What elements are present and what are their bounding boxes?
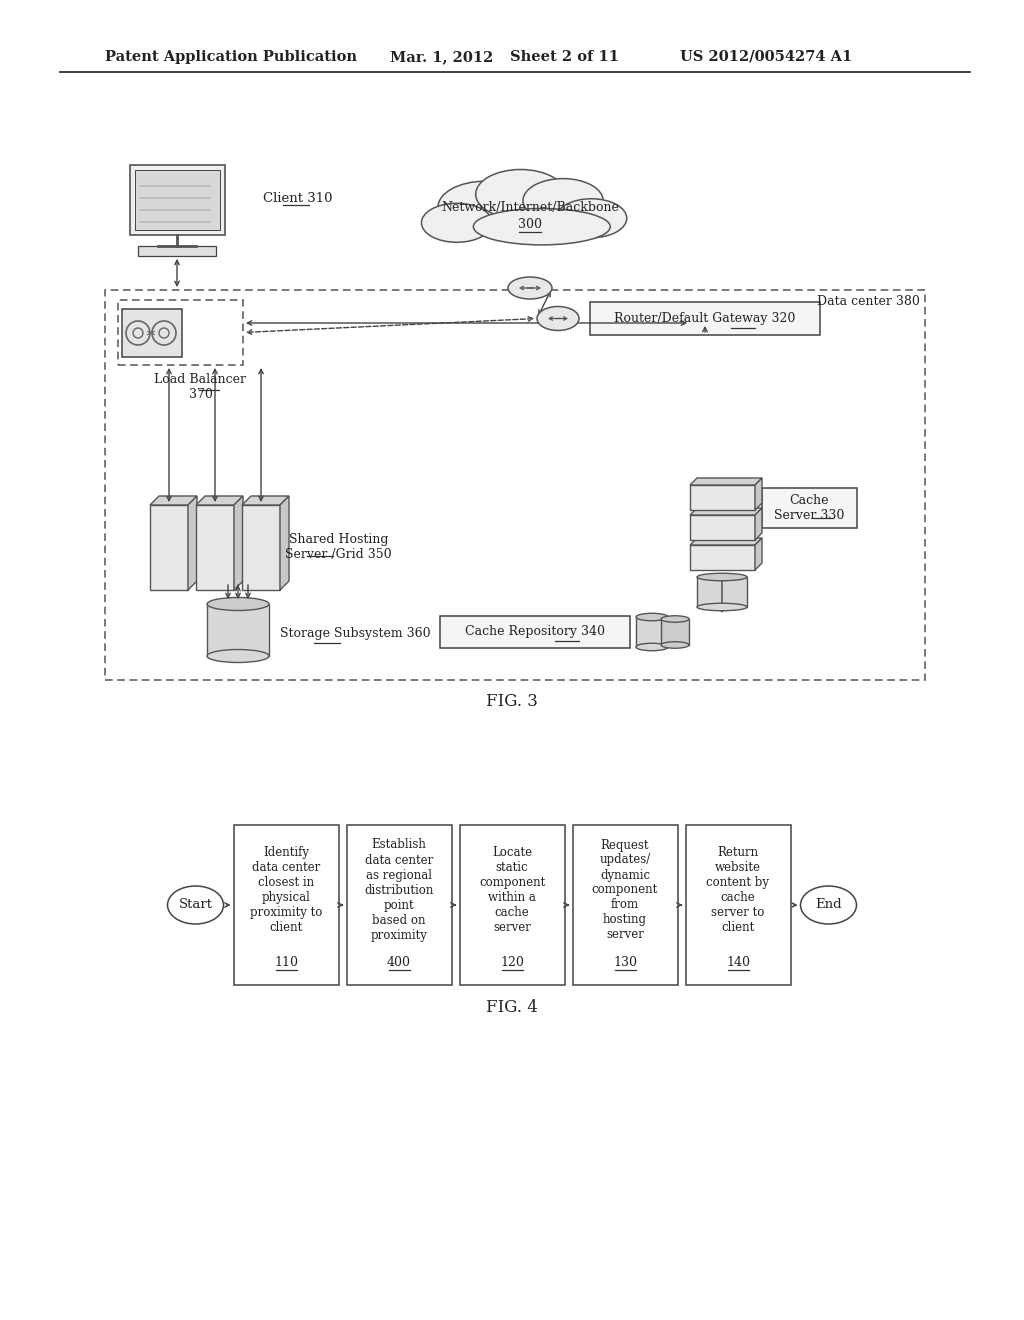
Text: Request
updates/
dynamic
component
from
hosting
server: Request updates/ dynamic component from … bbox=[592, 838, 658, 941]
Text: 400: 400 bbox=[387, 957, 411, 969]
Polygon shape bbox=[755, 508, 762, 540]
Ellipse shape bbox=[473, 209, 610, 246]
Polygon shape bbox=[234, 496, 243, 590]
Polygon shape bbox=[690, 478, 762, 484]
Ellipse shape bbox=[207, 598, 269, 610]
FancyBboxPatch shape bbox=[233, 825, 339, 985]
Text: Identify
data center
closest in
physical
proximity to
client: Identify data center closest in physical… bbox=[250, 846, 323, 935]
Polygon shape bbox=[690, 539, 762, 545]
FancyBboxPatch shape bbox=[460, 825, 564, 985]
Text: Network/Internet/Backbone: Network/Internet/Backbone bbox=[441, 201, 618, 214]
FancyBboxPatch shape bbox=[690, 484, 755, 510]
Text: Client 310: Client 310 bbox=[263, 191, 333, 205]
Text: FIG. 4: FIG. 4 bbox=[486, 998, 538, 1015]
FancyBboxPatch shape bbox=[196, 506, 234, 590]
FancyBboxPatch shape bbox=[762, 488, 857, 528]
Ellipse shape bbox=[801, 886, 856, 924]
Text: Start: Start bbox=[178, 899, 213, 912]
FancyBboxPatch shape bbox=[122, 309, 182, 356]
Text: Mar. 1, 2012: Mar. 1, 2012 bbox=[390, 50, 494, 63]
FancyBboxPatch shape bbox=[346, 825, 452, 985]
Ellipse shape bbox=[508, 277, 552, 300]
Ellipse shape bbox=[662, 642, 689, 648]
Ellipse shape bbox=[662, 615, 689, 622]
Text: Return
website
content by
cache
server to
client: Return website content by cache server t… bbox=[707, 846, 769, 935]
FancyBboxPatch shape bbox=[690, 545, 755, 570]
Ellipse shape bbox=[537, 306, 579, 330]
Text: Establish
data center
as regional
distribution
point
based on
proximity: Establish data center as regional distri… bbox=[365, 838, 434, 941]
Text: Data center 380: Data center 380 bbox=[817, 294, 920, 308]
Polygon shape bbox=[690, 508, 762, 515]
Text: 300: 300 bbox=[518, 219, 542, 231]
Ellipse shape bbox=[697, 603, 746, 611]
Text: 140: 140 bbox=[726, 957, 750, 969]
Text: Router/Default Gateway 320: Router/Default Gateway 320 bbox=[614, 312, 796, 325]
Text: 120: 120 bbox=[500, 957, 524, 969]
FancyBboxPatch shape bbox=[662, 619, 689, 645]
Text: Cache Repository 340: Cache Repository 340 bbox=[465, 626, 605, 639]
Text: Sheet 2 of 11: Sheet 2 of 11 bbox=[510, 50, 618, 63]
Ellipse shape bbox=[636, 643, 668, 651]
Text: US 2012/0054274 A1: US 2012/0054274 A1 bbox=[680, 50, 852, 63]
FancyBboxPatch shape bbox=[572, 825, 678, 985]
Text: 130: 130 bbox=[613, 957, 637, 969]
Ellipse shape bbox=[697, 573, 746, 581]
Ellipse shape bbox=[523, 178, 603, 223]
Text: FIG. 3: FIG. 3 bbox=[486, 693, 538, 710]
Ellipse shape bbox=[636, 614, 668, 620]
Text: Shared Hosting
Server /Grid 350: Shared Hosting Server /Grid 350 bbox=[285, 533, 391, 561]
FancyBboxPatch shape bbox=[135, 170, 220, 230]
FancyBboxPatch shape bbox=[207, 605, 269, 656]
Polygon shape bbox=[755, 539, 762, 570]
Text: Locate
static
component
within a
cache
server: Locate static component within a cache s… bbox=[479, 846, 545, 935]
Ellipse shape bbox=[422, 203, 493, 243]
Polygon shape bbox=[280, 496, 289, 590]
FancyBboxPatch shape bbox=[138, 246, 216, 256]
Text: Load Balancer
370: Load Balancer 370 bbox=[155, 374, 247, 401]
Ellipse shape bbox=[168, 886, 223, 924]
Polygon shape bbox=[242, 496, 289, 506]
FancyBboxPatch shape bbox=[440, 616, 630, 648]
Text: Patent Application Publication: Patent Application Publication bbox=[105, 50, 357, 63]
Text: Cache
Server 330: Cache Server 330 bbox=[774, 494, 844, 521]
Text: End: End bbox=[815, 899, 842, 912]
Polygon shape bbox=[755, 478, 762, 510]
FancyBboxPatch shape bbox=[685, 825, 791, 985]
FancyBboxPatch shape bbox=[242, 506, 280, 590]
Ellipse shape bbox=[556, 199, 627, 238]
FancyBboxPatch shape bbox=[590, 302, 820, 335]
Ellipse shape bbox=[438, 181, 532, 234]
Polygon shape bbox=[150, 496, 197, 506]
Polygon shape bbox=[188, 496, 197, 590]
Ellipse shape bbox=[207, 649, 269, 663]
FancyBboxPatch shape bbox=[150, 506, 188, 590]
FancyBboxPatch shape bbox=[636, 616, 668, 647]
Text: 110: 110 bbox=[274, 957, 298, 969]
Text: Storage Subsystem 360: Storage Subsystem 360 bbox=[280, 627, 431, 640]
FancyBboxPatch shape bbox=[130, 165, 225, 235]
FancyBboxPatch shape bbox=[697, 577, 746, 607]
Ellipse shape bbox=[476, 169, 565, 219]
Polygon shape bbox=[196, 496, 243, 506]
FancyBboxPatch shape bbox=[690, 515, 755, 540]
